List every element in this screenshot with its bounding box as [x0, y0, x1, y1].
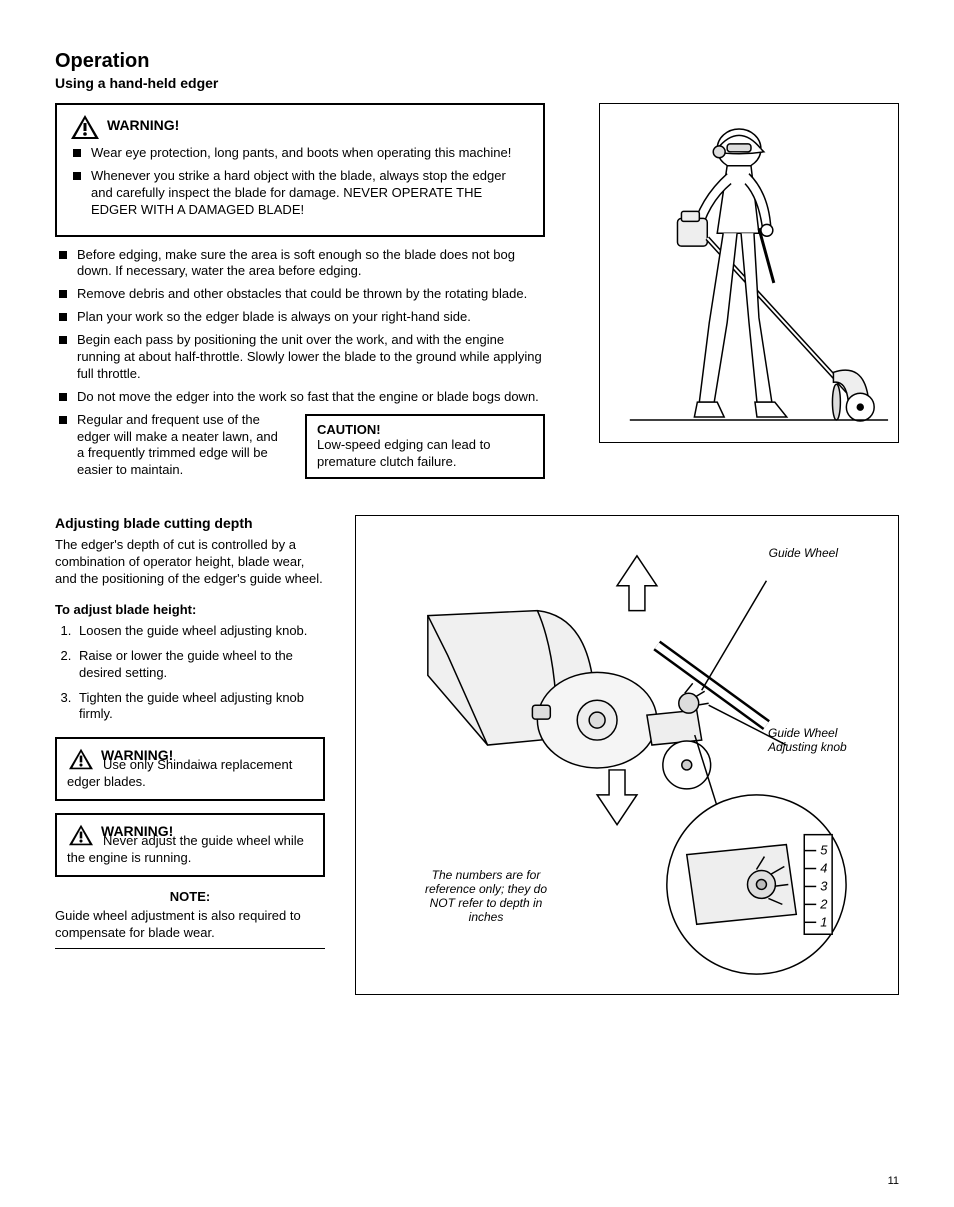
- fig-label-knob: Guide Wheel Adjusting knob: [768, 726, 868, 754]
- warning-box-engine: WARNING! Never adjust the guide wheel wh…: [55, 813, 325, 877]
- warning-box-main: WARNING! Wear eye protection, long pants…: [55, 103, 545, 237]
- note-text: Guide wheel adjustment is also required …: [55, 908, 325, 942]
- section-title: Operation: [55, 50, 899, 73]
- warning-box-blades: WARNING! Use only Shindaiwa replacement …: [55, 737, 325, 801]
- page-number: 11: [888, 1175, 899, 1187]
- warning-bullets: Wear eye protection, long pants, and boo…: [69, 145, 531, 219]
- svg-text:5: 5: [820, 843, 828, 858]
- main-bullet: Before edging, make sure the area is sof…: [55, 247, 545, 281]
- lower-left-column: Adjusting blade cutting depth The edger'…: [55, 515, 325, 995]
- fig-caption: The numbers are for reference only; they…: [416, 868, 556, 924]
- warning-triangle-icon: [69, 113, 101, 141]
- operator-illustration: [600, 104, 898, 442]
- subsection-title: Using a hand-held edger: [55, 75, 899, 91]
- step-item: Tighten the guide wheel adjusting knob f…: [75, 690, 325, 724]
- step-item: Loosen the guide wheel adjusting knob.: [75, 623, 325, 640]
- top-row: WARNING! Wear eye protection, long pants…: [55, 103, 899, 485]
- caution-box: CAUTION! Low-speed edging can lead to pr…: [305, 414, 545, 479]
- warning-header: WARNING!: [69, 113, 531, 141]
- main-bullet: Plan your work so the edger blade is alw…: [55, 309, 545, 326]
- warning-item: Whenever you strike a hard object with t…: [69, 168, 531, 219]
- svg-text:3: 3: [820, 879, 828, 894]
- adjusting-intro: The edger's depth of cut is controlled b…: [55, 537, 325, 588]
- note-title: NOTE:: [55, 889, 325, 904]
- fig-label-guidewheel: Guide Wheel: [769, 546, 838, 560]
- main-bullet: Regular and frequent use of the edger wi…: [55, 412, 285, 480]
- lower-section: Adjusting blade cutting depth The edger'…: [55, 515, 899, 995]
- caution-title: CAUTION!: [317, 422, 533, 437]
- warning-triangle-icon: [67, 823, 95, 847]
- note-box: NOTE: Guide wheel adjustment is also req…: [55, 889, 325, 949]
- main-bullet: Remove debris and other obstacles that c…: [55, 286, 545, 303]
- page-header: Operation Using a hand-held edger: [55, 50, 899, 91]
- warning-title: WARNING!: [107, 117, 179, 133]
- figure-operator-container: [599, 103, 899, 443]
- warning-item: Wear eye protection, long pants, and boo…: [69, 145, 531, 162]
- adjust-steps: Loosen the guide wheel adjusting knob. R…: [55, 623, 325, 723]
- adjusting-title: Adjusting blade cutting depth: [55, 515, 325, 531]
- caution-text: Low-speed edging can lead to premature c…: [317, 437, 533, 471]
- figure-guidewheel: 5 4 3 2 1 Guide Wheel Guide Wheel Adjust…: [355, 515, 899, 995]
- warning3-text: Never adjust the guide wheel while the e…: [67, 833, 313, 867]
- main-bullet: Do not move the edger into the work so f…: [55, 389, 545, 406]
- top-left-column: WARNING! Wear eye protection, long pants…: [55, 103, 579, 485]
- figure-operator: [599, 103, 899, 443]
- step-item: Raise or lower the guide wheel to the de…: [75, 648, 325, 682]
- warning2-text: Use only Shindaiwa replacement edger bla…: [67, 757, 313, 791]
- figure-guidewheel-container: 5 4 3 2 1 Guide Wheel Guide Wheel Adjust…: [355, 515, 899, 995]
- main-bullet: Begin each pass by positioning the unit …: [55, 332, 545, 383]
- svg-text:2: 2: [819, 897, 827, 912]
- warning-triangle-icon: [67, 747, 95, 771]
- svg-text:4: 4: [820, 861, 827, 876]
- adjust-sub-title: To adjust blade height:: [55, 602, 325, 617]
- svg-text:1: 1: [820, 915, 827, 930]
